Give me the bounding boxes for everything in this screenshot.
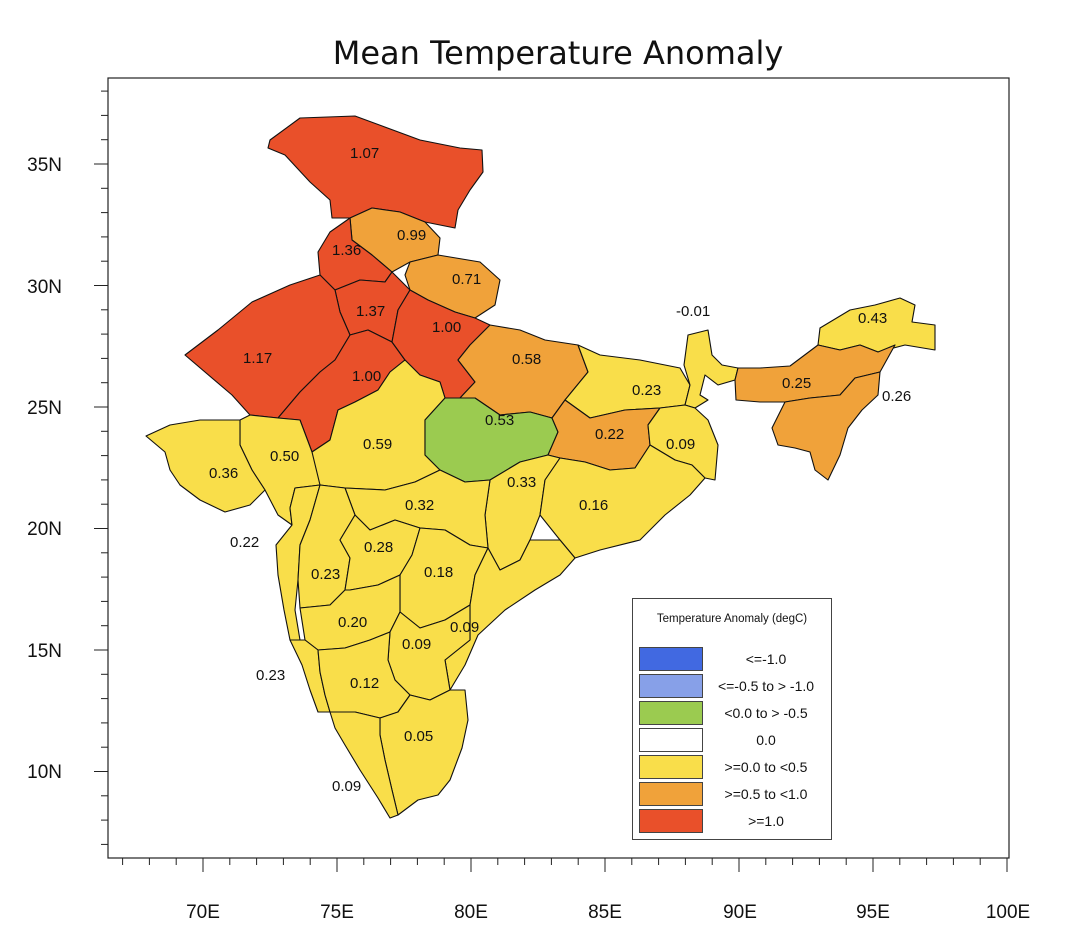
value-label: 0.43 [858, 310, 887, 327]
legend-label: >=0.5 to <1.0 [724, 786, 808, 802]
map-title: Mean Temperature Anomaly [332, 34, 784, 72]
legend-item: <0.0 to > -0.5 [637, 701, 829, 725]
value-label: 0.25 [782, 375, 811, 392]
value-label: 1.37 [356, 303, 385, 320]
value-label: 1.00 [432, 319, 461, 336]
y-tick-label: 10N [27, 762, 62, 783]
legend-label: >=1.0 [748, 813, 784, 829]
value-label: 1.36 [332, 242, 361, 259]
legend-swatch [639, 647, 703, 671]
value-label: 0.23 [256, 667, 285, 684]
legend-title: Temperature Anomaly (degC) [656, 613, 808, 625]
value-label: 0.09 [666, 436, 695, 453]
value-label: 0.16 [579, 497, 608, 514]
legend-item: <=-1.0 [637, 647, 829, 671]
x-tick-label: 95E [856, 902, 890, 923]
legend-swatch [639, 755, 703, 779]
legend-swatch [639, 728, 703, 752]
x-tick-label: 70E [186, 902, 220, 923]
x-tick-label: 100E [986, 902, 1030, 923]
value-label: 0.33 [507, 474, 536, 491]
x-tick-label: 90E [723, 902, 757, 923]
legend-swatch [639, 782, 703, 806]
value-label: 0.20 [338, 614, 367, 631]
value-label: 1.17 [243, 350, 272, 367]
region-odisha [539, 444, 706, 559]
y-tick-label: 30N [27, 277, 62, 298]
region-kerala [329, 711, 399, 819]
region-saurashtra-kutch [145, 419, 266, 513]
value-label: 0.59 [363, 436, 392, 453]
value-label: 0.23 [311, 566, 340, 583]
y-tick-label: 25N [27, 398, 62, 419]
value-label: 0.18 [424, 564, 453, 581]
value-label: -0.01 [676, 303, 710, 320]
value-label: 0.09 [332, 778, 361, 795]
value-label: 0.99 [397, 227, 426, 244]
value-label: 0.22 [230, 534, 259, 551]
value-label: 0.05 [404, 728, 433, 745]
value-label: 0.28 [364, 539, 393, 556]
legend-item: <=-0.5 to > -1.0 [637, 674, 829, 698]
value-label: 0.23 [632, 382, 661, 399]
value-label: 0.71 [452, 271, 481, 288]
legend-label: <=-1.0 [745, 651, 787, 667]
legend-swatch [639, 809, 703, 833]
legend-swatch [639, 674, 703, 698]
legend-label: >=0.0 to <0.5 [724, 759, 808, 775]
value-label: 0.09 [450, 619, 479, 636]
legend: Temperature Anomaly (degC) <=-1.0 <=-0.5… [632, 598, 832, 840]
value-label: 0.58 [512, 351, 541, 368]
legend-item: >=1.0 [637, 809, 829, 833]
region-gangetic-wb [647, 404, 719, 481]
plot-frame [107, 77, 1010, 859]
region-jammu-kashmir [267, 115, 484, 229]
x-tick-label: 75E [320, 902, 354, 923]
legend-label: <0.0 to > -0.5 [724, 705, 808, 721]
value-label: 0.22 [595, 426, 624, 443]
value-label: 1.07 [350, 145, 379, 162]
value-label: 0.12 [350, 675, 379, 692]
value-label: 0.50 [270, 448, 299, 465]
value-label: 1.00 [352, 368, 381, 385]
value-label: 0.53 [485, 412, 514, 429]
y-tick-label: 35N [27, 155, 62, 176]
value-label: 0.32 [405, 497, 434, 514]
axis-ticks [94, 90, 1008, 872]
legend-item: >=0.0 to <0.5 [637, 755, 829, 779]
value-label: 0.36 [209, 465, 238, 482]
y-tick-label: 20N [27, 519, 62, 540]
legend-item: 0.0 [637, 728, 829, 752]
legend-swatch [639, 701, 703, 725]
region-konkan-goa [275, 484, 321, 641]
region-nmmt [771, 371, 881, 481]
y-tick-label: 15N [27, 641, 62, 662]
value-label: 0.26 [882, 388, 911, 405]
x-tick-label: 80E [454, 902, 488, 923]
value-label: 0.09 [402, 636, 431, 653]
region-sub-himalayan-wb [683, 329, 739, 409]
legend-label: 0.0 [756, 732, 776, 748]
legend-label: <=-0.5 to > -1.0 [717, 678, 815, 694]
x-tick-label: 85E [588, 902, 622, 923]
legend-item: >=0.5 to <1.0 [637, 782, 829, 806]
